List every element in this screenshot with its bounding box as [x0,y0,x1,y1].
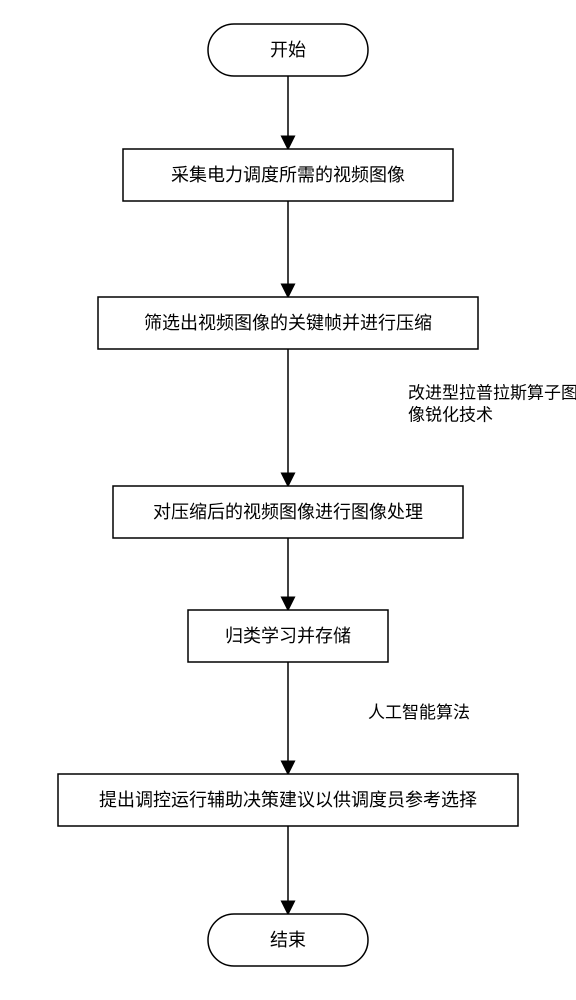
node-label-n4: 归类学习并存储 [225,626,351,646]
node-label-end: 结束 [270,930,306,950]
flowchart: 改进型拉普拉斯算子图像锐化技术人工智能算法 开始采集电力调度所需的视频图像筛选出视… [0,0,576,1000]
node-label-n5: 提出调控运行辅助决策建议以供调度员参考选择 [99,790,477,810]
edge-label: 改进型拉普拉斯算子图像锐化技术 [408,383,576,424]
node-label-start: 开始 [270,40,306,60]
node-label-n2: 筛选出视频图像的关键帧并进行压缩 [144,313,432,333]
node-label-n1: 采集电力调度所需的视频图像 [171,165,405,185]
edge-label: 人工智能算法 [368,703,470,722]
node-label-n3: 对压缩后的视频图像进行图像处理 [153,502,423,522]
